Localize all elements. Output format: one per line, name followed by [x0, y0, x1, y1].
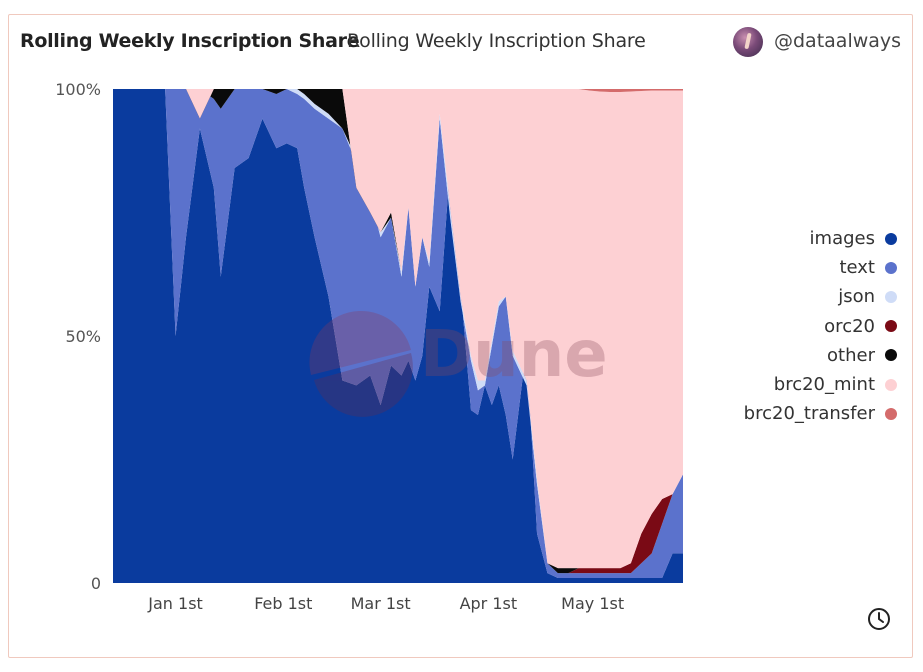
x-tick-label: May 1st [561, 594, 624, 613]
y-tick-label: 0 [91, 574, 101, 593]
legend-swatch [885, 232, 897, 245]
legend-item-other[interactable]: other [744, 341, 897, 370]
legend-item-orc20[interactable]: orc20 [744, 312, 897, 341]
watermark-text: Dune [420, 318, 608, 392]
legend-label: images [809, 228, 875, 250]
legend-label: text [839, 257, 875, 279]
legend-label: brc20_mint [773, 374, 875, 396]
legend-swatch [885, 378, 897, 391]
x-tick-label: Feb 1st [254, 594, 312, 613]
legend-label: orc20 [824, 315, 875, 337]
area-brc20-mint[interactable] [113, 89, 683, 569]
legend-label: other [827, 344, 875, 366]
legend-item-text[interactable]: text [744, 253, 897, 282]
x-tick-label: Mar 1st [351, 594, 411, 613]
legend-label: brc20_transfer [743, 403, 875, 425]
legend-item-json[interactable]: json [744, 282, 897, 311]
legend-item-brc20-mint[interactable]: brc20_mint [744, 370, 897, 399]
x-tick-label: Apr 1st [460, 594, 518, 613]
legend-swatch [885, 290, 897, 303]
clock-icon[interactable] [867, 607, 891, 635]
chart-title: Rolling Weekly Inscription Share [20, 30, 360, 52]
y-tick-label: 100% [55, 80, 101, 99]
dune-logo-icon-lower [314, 353, 413, 417]
dune-logo-icon [309, 310, 411, 375]
chart-subtitle: Rolling Weekly Inscription Share [347, 30, 646, 52]
y-axis: 100% 50% 0 [55, 80, 101, 593]
y-tick-label: 50% [65, 327, 101, 346]
area-text[interactable] [113, 89, 683, 579]
legend-swatch [885, 407, 897, 420]
x-axis: Jan 1st Feb 1st Mar 1st Apr 1st May 1st [147, 594, 624, 613]
area-brc20-transfer[interactable] [113, 89, 683, 92]
legend: images text json orc20 other brc20_mint brc20_… [744, 224, 897, 428]
legend-item-brc20-transfer[interactable]: brc20_transfer [744, 399, 897, 428]
x-tick-label: Jan 1st [147, 594, 203, 613]
author-avatar[interactable] [733, 27, 763, 57]
legend-label: json [838, 286, 875, 308]
area-images[interactable] [113, 89, 683, 583]
author-handle[interactable]: @dataalways [774, 30, 902, 52]
legend-item-images[interactable]: images [744, 224, 897, 253]
legend-swatch [885, 320, 897, 333]
area-layers [113, 89, 683, 583]
legend-swatch [885, 349, 897, 362]
dune-watermark: Dune [309, 310, 608, 417]
legend-swatch [885, 261, 897, 274]
